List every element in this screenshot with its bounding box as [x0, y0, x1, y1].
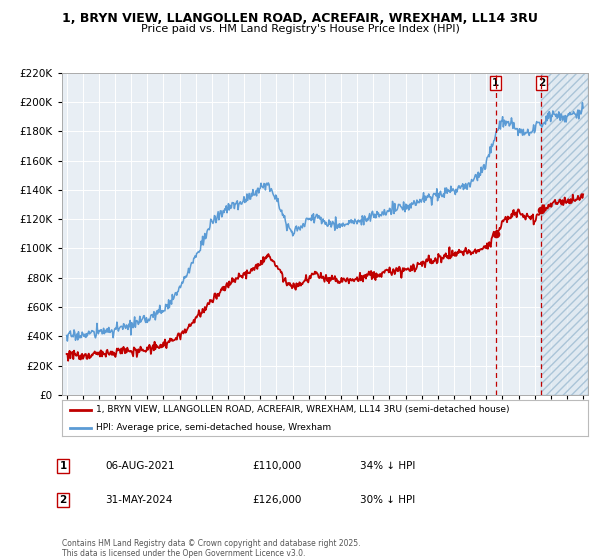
Bar — [541, 73, 588, 395]
Text: £110,000: £110,000 — [252, 461, 301, 471]
Text: £126,000: £126,000 — [252, 495, 301, 505]
Text: Price paid vs. HM Land Registry's House Price Index (HPI): Price paid vs. HM Land Registry's House … — [140, 24, 460, 34]
Text: 1: 1 — [493, 78, 500, 87]
Text: 31-MAY-2024: 31-MAY-2024 — [105, 495, 172, 505]
Text: 2: 2 — [538, 78, 545, 87]
Text: 1, BRYN VIEW, LLANGOLLEN ROAD, ACREFAIR, WREXHAM, LL14 3RU: 1, BRYN VIEW, LLANGOLLEN ROAD, ACREFAIR,… — [62, 12, 538, 25]
Text: HPI: Average price, semi-detached house, Wrexham: HPI: Average price, semi-detached house,… — [96, 423, 331, 432]
Text: 1, BRYN VIEW, LLANGOLLEN ROAD, ACREFAIR, WREXHAM, LL14 3RU (semi-detached house): 1, BRYN VIEW, LLANGOLLEN ROAD, ACREFAIR,… — [96, 405, 509, 414]
Text: Contains HM Land Registry data © Crown copyright and database right 2025.
This d: Contains HM Land Registry data © Crown c… — [62, 539, 360, 558]
Text: 1: 1 — [59, 461, 67, 471]
Text: 2: 2 — [59, 495, 67, 505]
Bar — [541, 73, 588, 395]
Text: 34% ↓ HPI: 34% ↓ HPI — [360, 461, 415, 471]
Text: 30% ↓ HPI: 30% ↓ HPI — [360, 495, 415, 505]
Text: 06-AUG-2021: 06-AUG-2021 — [105, 461, 175, 471]
